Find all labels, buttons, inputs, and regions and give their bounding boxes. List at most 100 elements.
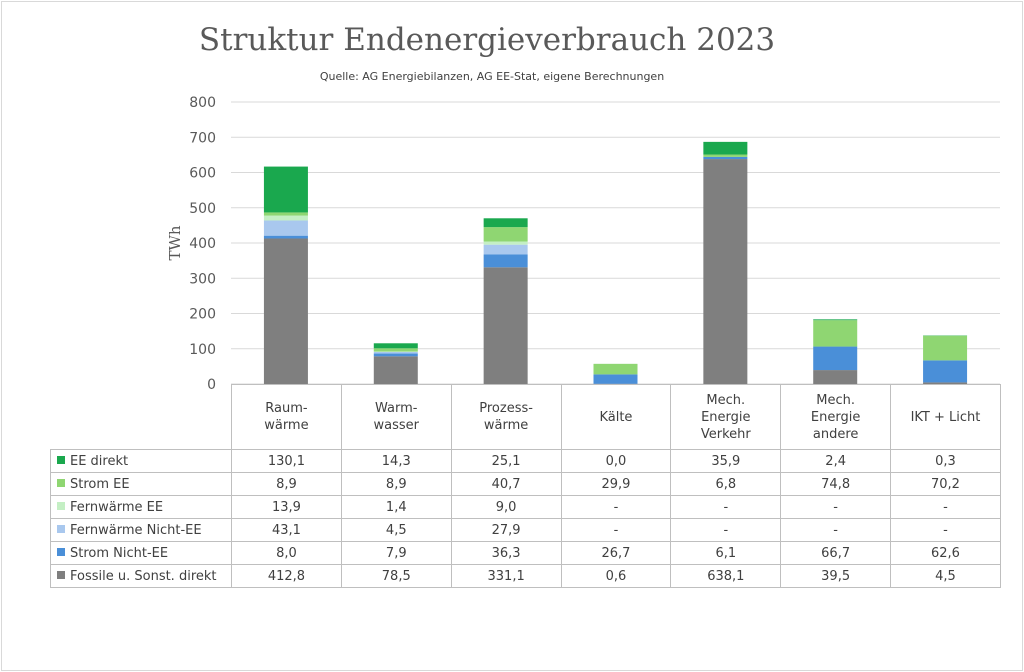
y-axis-label: TWh (166, 225, 184, 260)
data-label: - (780, 495, 892, 519)
data-label: 412,8 (231, 564, 342, 588)
data-label: 14,3 (340, 449, 452, 473)
y-tick-label: 500 (189, 201, 216, 217)
data-label: 6,8 (670, 472, 782, 496)
data-label: 29,9 (560, 472, 672, 496)
bar-segment (813, 320, 858, 347)
bar-segment (263, 220, 308, 236)
data-label: 2,4 (780, 449, 892, 473)
bar-segment (813, 346, 858, 371)
data-label: 66,7 (780, 541, 892, 565)
data-label: 35,9 (670, 449, 782, 473)
data-label: 27,9 (450, 518, 562, 542)
table-row: Fossile u. Sonst. direkt 412,8 78,5 331,1 0,… (50, 564, 1001, 588)
y-tick-label: 700 (189, 130, 216, 146)
category-label: Raum-wärme (231, 384, 342, 450)
y-tick-label: 400 (189, 236, 216, 252)
category-label: Kälte (560, 384, 672, 450)
bar-segment (263, 212, 308, 216)
legend-key (57, 479, 65, 487)
legend-entry: Strom EE (50, 472, 232, 496)
bar-segment (373, 356, 418, 384)
y-tick-label: 200 (189, 307, 216, 323)
legend-entry: Fernwärme Nicht-EE (50, 518, 232, 542)
y-tick-label: 600 (189, 166, 216, 182)
data-label: 43,1 (231, 518, 342, 542)
data-label: - (890, 495, 1001, 519)
bar-segment (263, 235, 308, 239)
table-row: Fernwärme Nicht-EE 43,1 4,5 27,9- - - - (50, 518, 1001, 542)
data-label: 62,6 (890, 541, 1001, 565)
data-label: 8,0 (231, 541, 342, 565)
data-label: - (780, 518, 892, 542)
category-label: Warm-wasser (340, 384, 452, 450)
y-tick-label: 800 (189, 95, 216, 111)
data-label: 26,7 (560, 541, 672, 565)
bar-segment (263, 166, 308, 213)
bar-segment (483, 244, 528, 255)
data-label: - (670, 518, 782, 542)
table-row: Strom EE 8,9 8,9 40,7 29,9 6,8 74,8 70,2 (50, 472, 1001, 496)
data-label: 9,0 (450, 495, 562, 519)
data-label: 13,9 (231, 495, 342, 519)
data-label: 8,9 (340, 472, 452, 496)
data-label: 331,1 (450, 564, 562, 588)
y-tick-label: 100 (189, 342, 216, 358)
category-label: IKT + Licht (890, 384, 1001, 450)
legend-key (57, 502, 65, 510)
bar-segment (263, 215, 308, 221)
bar-segment (483, 227, 528, 242)
category-label: Mech. Energie Verkehr (670, 384, 782, 450)
table-corner (50, 384, 232, 450)
bar-segment (593, 374, 638, 384)
legend-key (57, 456, 65, 464)
data-label: 8,9 (231, 472, 342, 496)
data-label: 0,0 (560, 449, 672, 473)
bar-segment (593, 363, 638, 375)
y-tick-label: 300 (189, 271, 216, 287)
bar-segment (703, 141, 748, 155)
bar-segment (373, 343, 418, 349)
data-label: 130,1 (231, 449, 342, 473)
data-label: - (560, 518, 672, 542)
bar-segment (923, 360, 968, 383)
table-row: EE direkt 130,1 14,3 25,1 0,0 35,9 2,4 0,3 (50, 449, 1001, 473)
legend-entry: Fernwärme EE (50, 495, 232, 519)
bar-segment (373, 353, 418, 357)
data-label: 7,9 (340, 541, 452, 565)
bar-segment (263, 238, 308, 384)
category-label: Prozess-wärme (450, 384, 562, 450)
bar-segment (483, 241, 528, 245)
bar-segment (703, 154, 748, 157)
legend-entry: EE direkt (50, 449, 232, 473)
data-label: 70,2 (890, 472, 1001, 496)
data-label: 40,7 (450, 472, 562, 496)
legend-key (57, 525, 65, 533)
data-label: 74,8 (780, 472, 892, 496)
legend-key (57, 548, 65, 556)
chart-title: Struktur Endenergieverbrauch 2023 (198, 22, 776, 58)
bar-segment (923, 335, 968, 361)
bar-segment (813, 370, 858, 384)
data-label: 0,3 (890, 449, 1001, 473)
data-label: - (560, 495, 672, 519)
data-label: 78,5 (340, 564, 452, 588)
bar-segment (373, 351, 418, 354)
data-label: 1,4 (340, 495, 452, 519)
legend-key (57, 571, 65, 579)
legend-entry: Fossile u. Sonst. direkt (50, 564, 232, 588)
bar-segment (483, 267, 528, 384)
bar-segment (373, 348, 418, 352)
data-label: 638,1 (670, 564, 782, 588)
category-label: Mech. Energie andere (780, 384, 892, 450)
data-label: 36,3 (450, 541, 562, 565)
data-label: 4,5 (340, 518, 452, 542)
data-label: 0,6 (560, 564, 672, 588)
table-row: Strom Nicht-EE 8,0 7,9 36,3 26,7 6,1 66,7 62,6 (50, 541, 1001, 565)
bar-segment (483, 254, 528, 268)
legend-entry: Strom Nicht-EE (50, 541, 232, 565)
data-label: 4,5 (890, 564, 1001, 588)
bar-segment (813, 319, 858, 321)
chart-subtitle: Quelle: AG Energiebilanzen, AG EE-Stat, … (319, 70, 665, 83)
